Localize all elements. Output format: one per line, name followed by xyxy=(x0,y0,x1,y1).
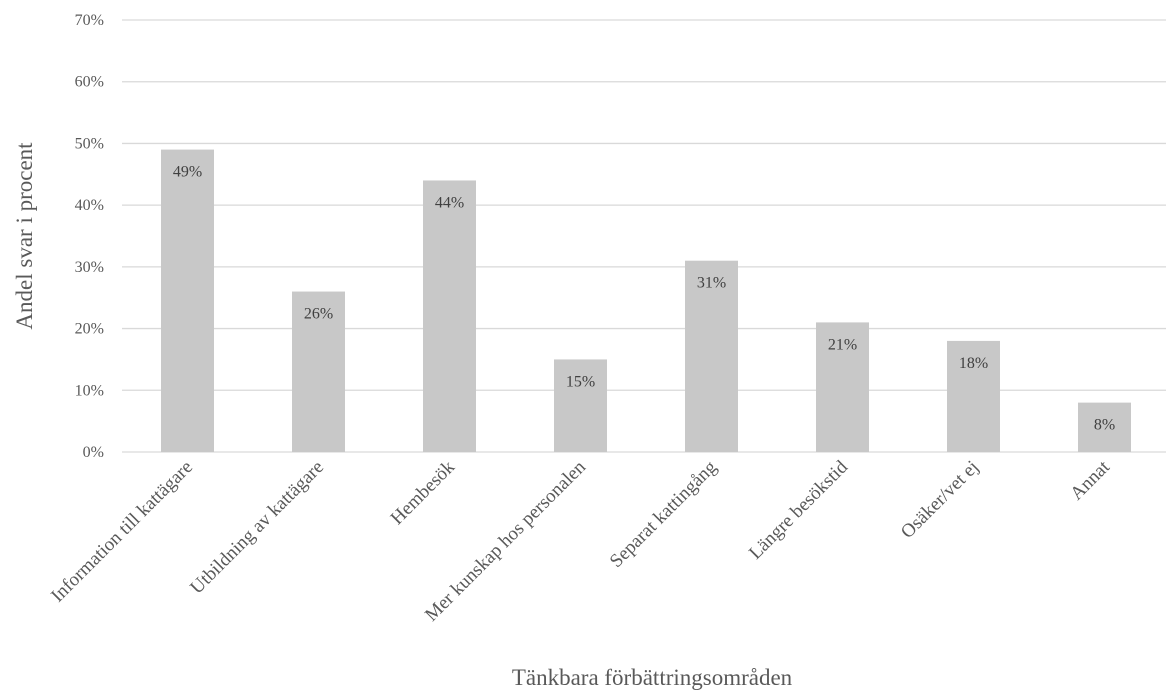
y-tick-label: 50% xyxy=(75,135,104,152)
bar xyxy=(947,340,1000,452)
x-category-label: Separat kattingång xyxy=(606,456,722,572)
y-tick-label: 10% xyxy=(75,382,104,399)
x-category-label: Annat xyxy=(1066,456,1114,504)
y-tick-label: 20% xyxy=(75,321,104,338)
data-label: 44% xyxy=(435,194,464,211)
data-label: 26% xyxy=(304,306,333,323)
y-tick-label: 40% xyxy=(75,197,104,214)
x-category-label: Osäker/vet ej xyxy=(897,457,983,543)
x-category-label: Utbildning av kattägare xyxy=(186,457,328,599)
data-label: 8% xyxy=(1094,417,1115,434)
x-category-label: Hembesök xyxy=(387,456,460,529)
bar xyxy=(423,180,476,452)
data-labels: 49% 26% 44% 15% 31% 21% 18% 8% xyxy=(173,164,1115,434)
data-label: 18% xyxy=(959,355,988,372)
y-axis-ticks: 0% 10% 20% 30% 40% 50% 60% 70% xyxy=(75,12,104,461)
y-tick-label: 60% xyxy=(75,74,104,91)
data-label: 49% xyxy=(173,164,202,181)
bars xyxy=(161,149,1131,452)
data-label: 21% xyxy=(828,336,857,353)
data-label: 15% xyxy=(566,373,595,390)
gridlines xyxy=(122,19,1166,453)
y-axis-title: Andel svar i procent xyxy=(12,142,37,330)
x-category-label: Information till kattägare xyxy=(47,457,197,607)
x-category-label: Längre besökstid xyxy=(745,456,852,563)
x-axis-title: Tänkbara förbättringsområden xyxy=(512,665,793,690)
bar xyxy=(685,260,738,452)
bar xyxy=(1078,402,1131,452)
bar xyxy=(292,291,345,452)
data-label: 31% xyxy=(697,275,726,292)
y-tick-label: 70% xyxy=(75,12,104,29)
bar xyxy=(554,359,607,452)
y-tick-label: 30% xyxy=(75,259,104,276)
bar xyxy=(816,322,869,452)
y-tick-label: 0% xyxy=(83,444,104,461)
bar xyxy=(161,149,214,452)
